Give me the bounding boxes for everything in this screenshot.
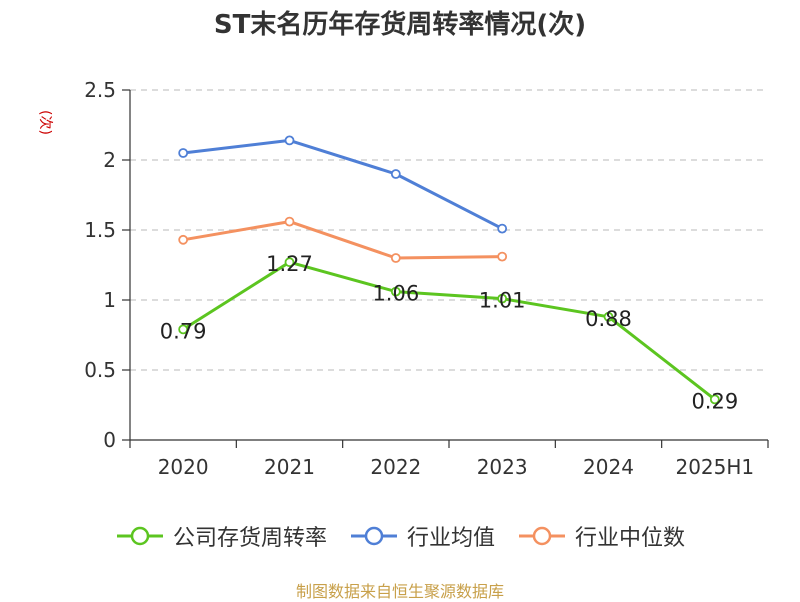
data-point [497,251,508,262]
legend-line-icon [116,526,163,546]
legend: 公司存货周转率 行业均值 行业中位数 [0,520,800,552]
x-tick-label: 2023 [477,455,528,479]
y-tick-label: 1.5 [84,218,116,242]
legend-line-icon [519,526,565,546]
legend-label: 公司存货周转率 [172,526,327,551]
data-label: 1.27 [266,252,313,276]
data-point [178,234,189,245]
series-line [182,138,503,230]
data-point [284,135,295,146]
legend-line-icon [350,526,397,546]
legend-label: 行业中位数 [575,526,686,551]
x-tick-label: 2020 [158,455,209,479]
data-point [390,169,401,179]
data-point [497,223,508,234]
legend-item-industry-mean[interactable]: 行业均值 [349,520,495,552]
data-source: 制图数据来自恒生聚源数据库 [295,582,504,601]
x-tick-label: 2024 [583,455,634,479]
data-label: 0.29 [691,389,738,413]
data-label: 0.79 [160,319,207,343]
data-label: 1.01 [479,289,526,313]
data-point [603,311,614,322]
y-tick-label: 2 [103,148,116,172]
data-point [178,324,189,335]
legend-item-company[interactable]: 公司存货周转率 [115,520,327,552]
legend-item-industry-median[interactable]: 行业中位数 [517,520,685,552]
data-point [709,394,720,405]
data-label: 0.88 [585,307,632,331]
data-point [390,253,401,263]
data-point [284,216,295,227]
y-tick-label: 1 [103,288,116,312]
series-line [182,220,503,260]
data-point [390,286,401,297]
x-tick-label: 2022 [370,455,421,479]
chart-title: ST末名历年存货周转率情况(次) [213,10,587,40]
data-label: 1.06 [372,282,419,306]
x-tick-label: 2025H1 [675,455,754,479]
data-point [178,148,189,158]
y-tick-label: 2.5 [84,78,116,102]
legend-label: 行业均值 [406,526,495,551]
series-line [182,260,716,401]
data-point [284,257,295,268]
y-tick-label: 0.5 [84,358,116,382]
data-point [497,293,508,304]
x-tick-label: 2021 [264,455,315,479]
y-tick-label: 0 [103,428,116,452]
